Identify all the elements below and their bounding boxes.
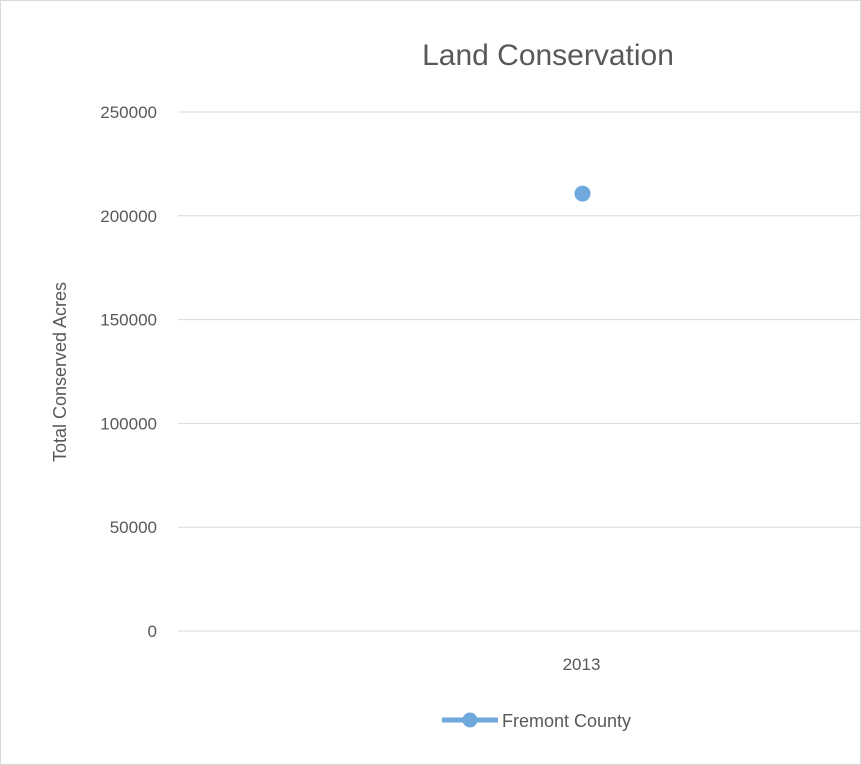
y-tick-label: 50000 bbox=[110, 518, 157, 537]
x-tick-label: 2013 bbox=[563, 655, 601, 674]
y-tick-label: 0 bbox=[148, 622, 157, 641]
y-tick-label: 150000 bbox=[100, 311, 157, 330]
y-tick-label: 200000 bbox=[100, 207, 157, 226]
legend-label-fremont-county: Fremont County bbox=[502, 711, 631, 731]
y-tick-label: 250000 bbox=[100, 103, 157, 122]
gridlines bbox=[178, 111, 861, 632]
y-axis-label: Total Conserved Acres bbox=[50, 282, 70, 462]
x-axis-ticks: 2013 bbox=[563, 655, 601, 674]
legend-marker-fremont-county bbox=[462, 712, 478, 728]
data-point[interactable] bbox=[574, 185, 591, 202]
legend[interactable]: Fremont County bbox=[442, 711, 631, 731]
y-axis-ticks: 0 50000 100000 150000 200000 250000 bbox=[100, 103, 157, 641]
y-tick-label: 100000 bbox=[100, 414, 157, 433]
chart-title: Land Conservation bbox=[422, 39, 674, 72]
series-layer bbox=[574, 185, 591, 202]
